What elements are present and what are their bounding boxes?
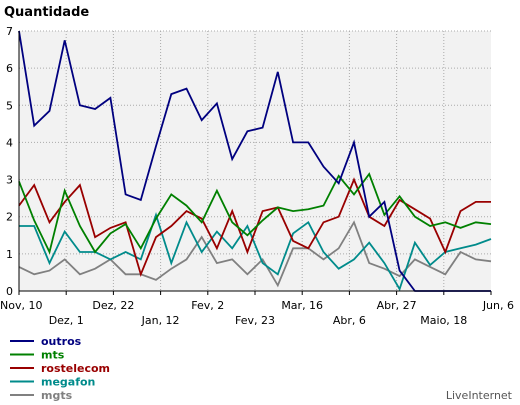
x-tick-label: Jan, 12	[141, 314, 180, 327]
liveinternet-credit: LiveInternet	[446, 389, 513, 402]
x-tick-label: Dez, 22	[92, 299, 134, 312]
y-tick-label: 2	[6, 211, 13, 224]
legend-label-megafon: megafon	[41, 376, 95, 389]
y-tick-label: 3	[6, 174, 13, 187]
series-line-rostelecom	[18, 177, 491, 278]
series-line-mgts	[18, 220, 492, 288]
x-tick-label: Fev, 23	[235, 314, 275, 327]
legend-label-mts: mts	[41, 349, 65, 362]
x-tick-label: Abr, 27	[377, 299, 417, 312]
x-axis-tick-labels: Nov, 10 Dez, 1 Dez, 22 Jan, 12 Fev, 2 Fev, 23…	[0, 291, 514, 327]
x-tick-label: Jun, 6	[482, 299, 514, 312]
y-tick-label: 7	[6, 25, 13, 38]
horizontal-gridlines	[19, 30, 491, 255]
y-axis-tick-labels: 0 1 2 3 4 5 6 7	[6, 25, 13, 298]
x-tick-label: Maio, 18	[420, 314, 467, 327]
x-tick-label: Nov, 10	[0, 299, 42, 312]
series-line-mts	[18, 172, 492, 255]
y-tick-label: 6	[6, 62, 13, 75]
y-tick-label: 4	[6, 136, 13, 149]
chart-title: Quantidade	[4, 5, 89, 20]
series-line-outros	[18, 30, 491, 292]
y-tick-label: 1	[6, 248, 13, 261]
x-tick-label: Mar, 16	[281, 299, 323, 312]
x-tick-label: Dez, 1	[49, 314, 84, 327]
legend-label-rostelecom: rostelecom	[41, 362, 110, 375]
x-tick-label: Fev, 2	[191, 299, 224, 312]
series-line-megafon	[19, 212, 492, 292]
y-tick-label: 5	[6, 99, 13, 112]
legend-label-mgts: mgts	[41, 389, 73, 402]
y-tick-label: 0	[6, 285, 13, 298]
x-tick-label: Abr, 6	[333, 314, 366, 327]
legend-label-outros: outros	[41, 335, 82, 348]
series-lines	[18, 30, 492, 292]
